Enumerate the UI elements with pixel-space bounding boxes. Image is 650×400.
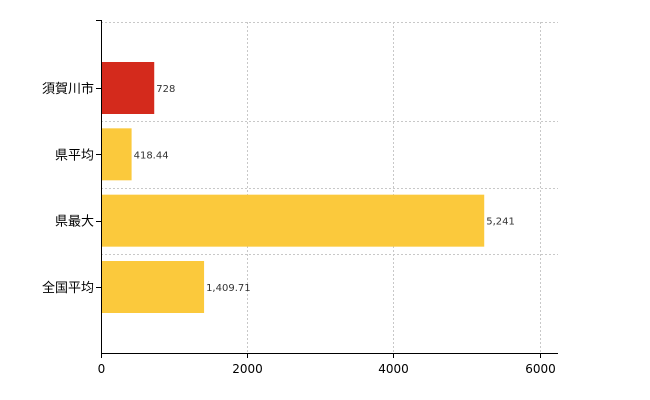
bar [101,62,155,114]
category-label: 全国平均 [42,280,94,296]
category-label: 県平均 [55,148,94,163]
category-label: 須賀川市 [42,81,94,97]
bar [101,261,205,313]
data-label: 1,409.71 [206,283,251,294]
data-label: 5,241 [486,217,515,228]
bars [101,62,485,313]
bar [101,194,485,247]
bar [101,128,132,181]
x-tick-label: 4000 [378,362,409,376]
data-label: 728 [156,84,175,95]
labels: 728 418.44 5,241 1,409.71 0 2000 4000 6000 須賀川市県… [42,81,556,376]
axes [96,20,558,358]
category-label: 県最大 [55,215,94,230]
x-tick-label: 2000 [232,362,263,376]
x-tick-label: 0 [98,362,106,376]
data-label: 418.44 [134,150,169,161]
x-tick-label: 6000 [525,362,556,376]
